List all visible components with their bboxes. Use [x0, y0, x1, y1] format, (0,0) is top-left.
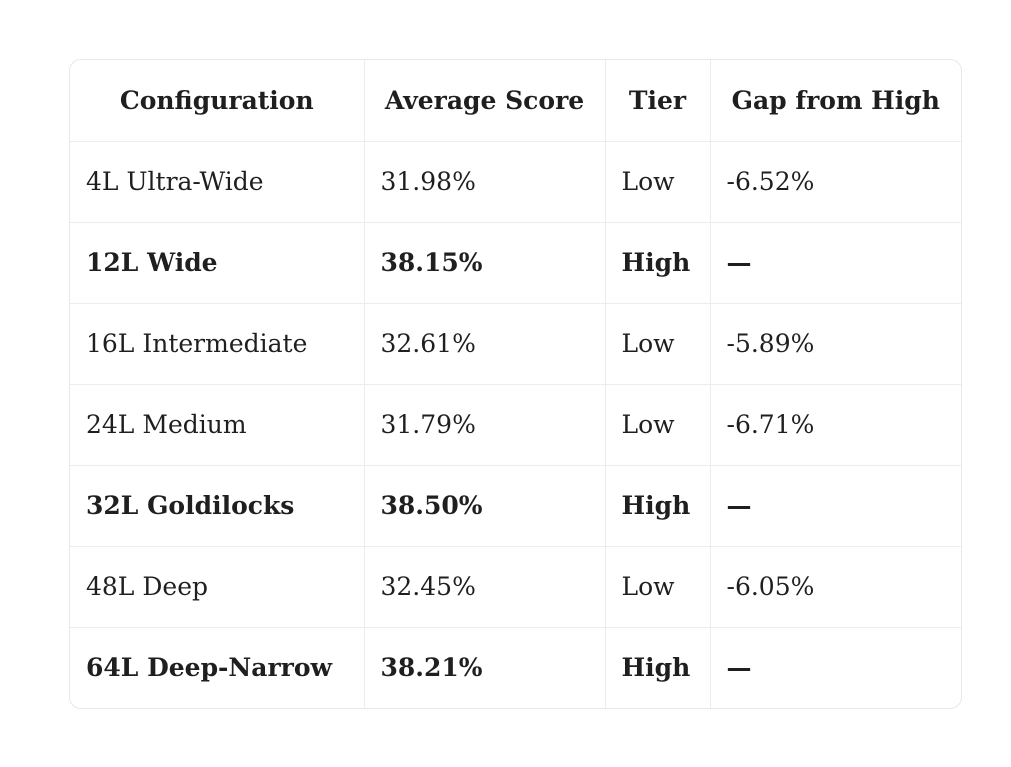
table-cell: 16L Intermediate	[70, 303, 365, 385]
table-cell: Low	[605, 546, 711, 628]
table-cell: 31.79%	[364, 384, 606, 466]
header-cell: Configuration	[70, 60, 365, 142]
table-cell: Low	[605, 384, 711, 466]
table-cell: 48L Deep	[70, 546, 365, 628]
table-cell: —	[710, 465, 961, 547]
table-row: 4L Ultra-Wide 31.98% Low -6.52%	[70, 141, 961, 223]
table-cell: —	[710, 222, 961, 304]
table-cell: High	[605, 465, 711, 547]
table-cell: -6.52%	[710, 141, 961, 223]
table-cell: High	[605, 222, 711, 304]
header-row: Configuration Average Score Tier Gap fro…	[70, 60, 961, 142]
table-row: 48L Deep 32.45% Low -6.05%	[70, 546, 961, 628]
table-cell: -6.05%	[710, 546, 961, 628]
table-cell: 12L Wide	[70, 222, 365, 304]
table-cell: Low	[605, 303, 711, 385]
table-cell: -5.89%	[710, 303, 961, 385]
table-cell: 32.45%	[364, 546, 606, 628]
table-row: 12L Wide 38.15% High —	[70, 222, 961, 304]
table-row: 16L Intermediate 32.61% Low -5.89%	[70, 303, 961, 385]
table-cell: 64L Deep-Narrow	[70, 627, 365, 708]
table-card: Configuration Average Score Tier Gap fro…	[69, 59, 962, 709]
table-cell: 38.50%	[364, 465, 606, 547]
table-cell: High	[605, 627, 711, 708]
table-body: 4L Ultra-Wide 31.98% Low -6.52% 12L Wide 38.1…	[70, 141, 961, 708]
table-row: 32L Goldilocks 38.50% High —	[70, 465, 961, 547]
table-cell: —	[726, 653, 752, 683]
table-row: 64L Deep-Narrow 38.21% High —	[70, 627, 961, 708]
table-cell: 32L Goldilocks	[70, 465, 365, 547]
table-cell: 38.21%	[364, 627, 606, 708]
table-cell: 31.98%	[364, 141, 606, 223]
table-cell: 4L Ultra-Wide	[70, 141, 365, 223]
table-cell: 38.15%	[364, 222, 606, 304]
table-cell: 32.61%	[364, 303, 606, 385]
header-cell: Average Score	[364, 60, 606, 142]
table: Configuration Average Score Tier Gap fro…	[70, 60, 961, 708]
table-cell: 24L Medium	[70, 384, 365, 466]
header-cell: Tier	[605, 60, 711, 142]
table-row: 24L Medium 31.79% Low -6.71%	[70, 384, 961, 466]
table-cell: -6.71%	[710, 384, 961, 466]
header-cell: Gap from High	[710, 60, 961, 142]
table-cell: Low	[605, 141, 711, 223]
